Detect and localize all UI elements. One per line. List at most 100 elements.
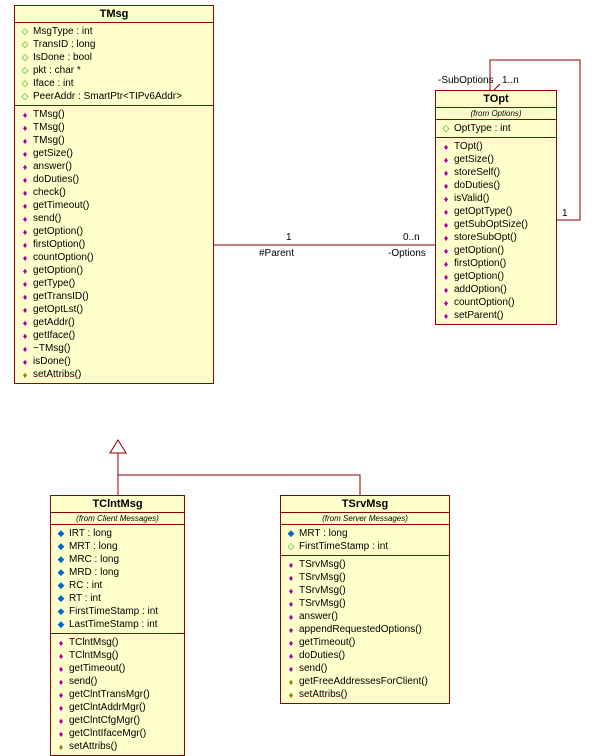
op-text: getTimeout() [33, 200, 89, 211]
op-row: ♦getSize() [15, 147, 213, 160]
op-icon: ♦ [440, 233, 452, 243]
op-text: TMsg() [33, 122, 65, 133]
op-text: isValid() [454, 193, 489, 204]
op-icon: ♦ [55, 651, 67, 661]
attr-icon: ◇ [19, 40, 31, 50]
op-text: doDuties() [33, 174, 79, 185]
attr-icon: ◆ [285, 529, 297, 539]
op-text: TSrvMsg() [299, 585, 346, 596]
op-icon: ♦ [285, 690, 297, 700]
op-text: setAttribs() [33, 369, 81, 380]
op-row: ♦check() [15, 186, 213, 199]
class-subtitle: (from Client Messages) [51, 513, 184, 525]
op-icon: ♦ [440, 168, 452, 178]
class-tsrvmsg: TSrvMsg(from Server Messages)◆MRT : long… [280, 495, 450, 704]
attr-row: ◆MRC : long [51, 553, 184, 566]
op-icon: ♦ [285, 560, 297, 570]
op-icon: ♦ [285, 625, 297, 635]
op-icon: ♦ [19, 162, 31, 172]
op-text: TSrvMsg() [299, 559, 346, 570]
op-icon: ♦ [440, 246, 452, 256]
class-ops: ♦TSrvMsg()♦TSrvMsg()♦TSrvMsg()♦TSrvMsg()… [281, 556, 449, 703]
attr-icon: ◆ [55, 620, 67, 630]
class-tclntmsg: TClntMsg(from Client Messages)◆IRT : lon… [50, 495, 185, 756]
op-icon: ♦ [285, 664, 297, 674]
op-text: TOpt() [454, 141, 483, 152]
op-row: ♦answer() [15, 160, 213, 173]
attr-text: MRT : long [69, 541, 118, 552]
class-attrs: ◇OptType : int [436, 120, 556, 138]
op-row: ♦getClntAddrMgr() [51, 701, 184, 714]
class-ops: ♦TOpt()♦getSize()♦storeSelf()♦doDuties()… [436, 138, 556, 324]
attr-icon: ◆ [55, 542, 67, 552]
op-icon: ♦ [19, 175, 31, 185]
class-subtitle: (from Options) [436, 108, 556, 120]
attr-text: LastTimeStamp : int [69, 619, 158, 630]
op-row: ♦setParent() [436, 309, 556, 322]
attr-row: ◆LastTimeStamp : int [51, 618, 184, 631]
op-row: ♦getSize() [436, 153, 556, 166]
op-icon: ♦ [55, 742, 67, 752]
attr-row: ◇IsDone : bool [15, 51, 213, 64]
op-icon: ♦ [440, 298, 452, 308]
attr-row: ◇FirstTimeStamp : int [281, 540, 449, 553]
op-icon: ♦ [55, 729, 67, 739]
op-row: ♦isDone() [15, 355, 213, 368]
class-attrs: ◆MRT : long◇FirstTimeStamp : int [281, 525, 449, 556]
attr-icon: ◆ [55, 568, 67, 578]
op-text: getOption() [454, 271, 504, 282]
op-icon: ♦ [55, 677, 67, 687]
class-title: TClntMsg [51, 496, 184, 513]
op-icon: ♦ [285, 677, 297, 687]
attr-text: IRT : long [69, 528, 112, 539]
op-row: ♦setAttribs() [281, 688, 449, 701]
op-text: appendRequestedOptions() [299, 624, 422, 635]
op-text: addOption() [454, 284, 507, 295]
op-row: ♦storeSubOpt() [436, 231, 556, 244]
attr-text: FirstTimeStamp : int [69, 606, 158, 617]
attr-text: MsgType : int [33, 26, 92, 37]
attr-icon: ◇ [19, 92, 31, 102]
attr-icon: ◆ [55, 581, 67, 591]
op-text: TMsg() [33, 109, 65, 120]
op-row: ♦getFreeAddressesForClient() [281, 675, 449, 688]
op-row: ♦answer() [281, 610, 449, 623]
op-row: ♦send() [281, 662, 449, 675]
op-icon: ♦ [55, 703, 67, 713]
op-row: ♦doDuties() [15, 173, 213, 186]
op-text: TMsg() [33, 135, 65, 146]
op-row: ♦getClntIfaceMgr() [51, 727, 184, 740]
op-text: getClntAddrMgr() [69, 702, 146, 713]
attr-row: ◇pkt : char * [15, 64, 213, 77]
op-text: getTimeout() [299, 637, 355, 648]
op-icon: ♦ [19, 214, 31, 224]
op-text: getSize() [454, 154, 494, 165]
op-icon: ♦ [19, 136, 31, 146]
class-tmsg: TMsg◇MsgType : int◇TransID : long◇IsDone… [14, 5, 214, 384]
attr-icon: ◇ [440, 124, 452, 134]
op-icon: ♦ [19, 266, 31, 276]
class-title: TSrvMsg [281, 496, 449, 513]
attr-row: ◇PeerAddr : SmartPtr<TIPv6Addr> [15, 90, 213, 103]
op-row: ♦send() [15, 212, 213, 225]
attr-text: MRT : long [299, 528, 348, 539]
op-row: ♦getIface() [15, 329, 213, 342]
attr-row: ◇TransID : long [15, 38, 213, 51]
op-row: ♦storeSelf() [436, 166, 556, 179]
op-row: ♦firstOption() [15, 238, 213, 251]
op-row: ♦~TMsg() [15, 342, 213, 355]
attr-icon: ◇ [19, 79, 31, 89]
op-row: ♦getOption() [436, 244, 556, 257]
op-icon: ♦ [55, 638, 67, 648]
op-text: firstOption() [454, 258, 506, 269]
op-row: ♦TSrvMsg() [281, 597, 449, 610]
op-row: ♦getOptType() [436, 205, 556, 218]
op-text: countOption() [454, 297, 515, 308]
op-icon: ♦ [19, 227, 31, 237]
op-icon: ♦ [285, 599, 297, 609]
attr-row: ◇OptType : int [436, 122, 556, 135]
op-text: getIface() [33, 330, 75, 341]
attr-text: RC : int [69, 580, 102, 591]
op-row: ♦getType() [15, 277, 213, 290]
attr-row: ◆RT : int [51, 592, 184, 605]
